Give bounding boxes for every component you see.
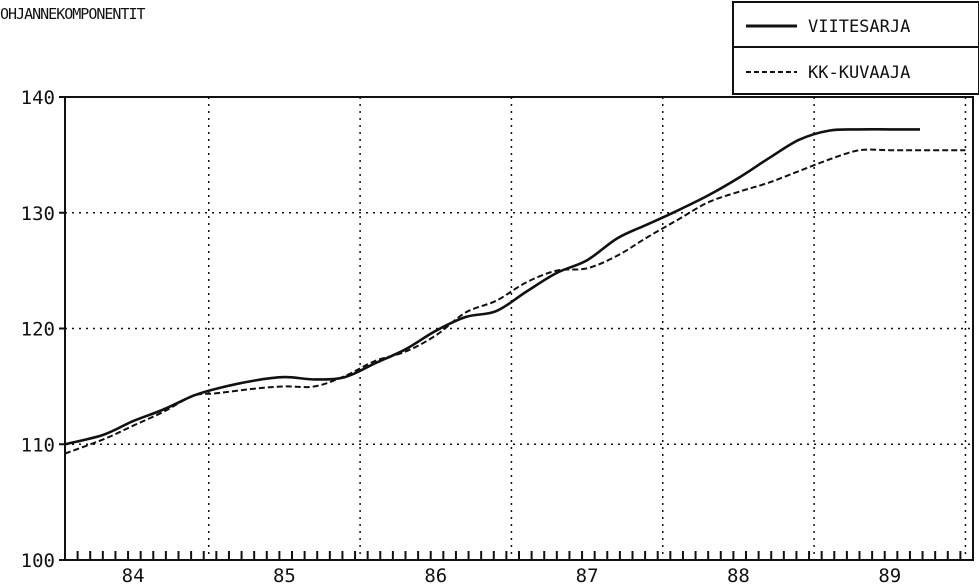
legend: VIITESARJA KK-KUVAAJA bbox=[732, 1, 979, 95]
series-line-kk-kuvaaja bbox=[64, 148, 966, 455]
series-line-viitesarja bbox=[64, 128, 920, 446]
grid-lines bbox=[65, 97, 973, 560]
x-tick-label: 84 bbox=[122, 565, 145, 587]
x-axis-ticks: 84 85 86 87 88 89 bbox=[64, 551, 974, 587]
y-tick-label: 110 bbox=[21, 434, 55, 456]
y-axis-ticks: 100 110 120 130 140 bbox=[21, 87, 65, 572]
x-tick-label: 89 bbox=[878, 565, 901, 587]
chart-title: OHJANNEKOMPONENTIT bbox=[0, 5, 146, 23]
x-tick-label: 85 bbox=[273, 565, 296, 587]
y-tick-label: 130 bbox=[21, 203, 55, 225]
x-tick-label: 87 bbox=[576, 565, 599, 587]
y-tick-label: 120 bbox=[21, 319, 55, 341]
legend-label-kk-kuvaaja: KK-KUVAAJA bbox=[808, 63, 910, 83]
legend-label-viitesarja: VIITESARJA bbox=[808, 17, 910, 37]
x-tick-label: 88 bbox=[727, 565, 750, 587]
y-tick-label: 100 bbox=[21, 550, 55, 572]
series-lines bbox=[64, 128, 966, 455]
y-tick-label: 140 bbox=[21, 87, 55, 109]
x-tick-label: 86 bbox=[424, 565, 447, 587]
